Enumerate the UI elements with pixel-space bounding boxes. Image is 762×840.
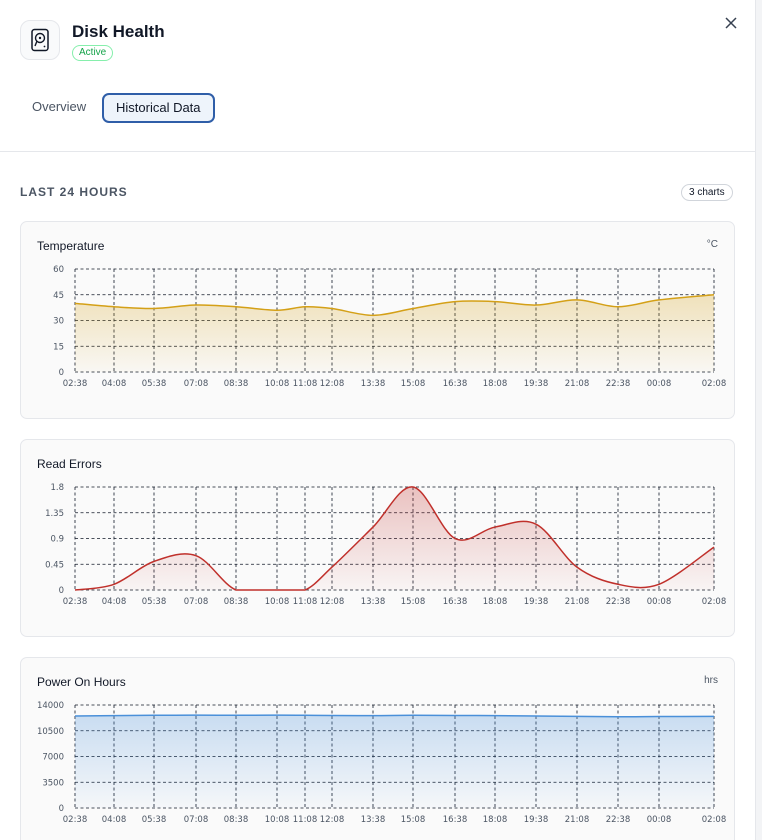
tab-historical-data[interactable]: Historical Data: [102, 93, 215, 123]
x-tick-label: 02:38: [63, 379, 88, 389]
x-tick-label: 04:08: [102, 597, 127, 607]
x-tick-label: 05:38: [142, 815, 167, 825]
y-tick-label: 1.8: [50, 483, 64, 493]
y-tick-label: 1.35: [45, 509, 64, 519]
x-tick-label: 02:38: [63, 815, 88, 825]
x-tick-label: 00:08: [647, 597, 672, 607]
series-area: [75, 486, 714, 590]
x-tick-label: 18:08: [483, 597, 508, 607]
x-tick-label: 10:08: [265, 379, 290, 389]
y-tick-label: 0: [59, 368, 64, 378]
x-tick-label: 00:08: [647, 379, 672, 389]
scrollbar[interactable]: [756, 0, 762, 840]
x-tick-label: 12:08: [320, 815, 345, 825]
series-area: [75, 294, 714, 372]
x-tick-label: 08:38: [224, 379, 249, 389]
y-tick-label: 30: [53, 317, 64, 327]
y-tick-label: 0.45: [45, 560, 64, 570]
x-tick-label: 19:38: [524, 379, 549, 389]
x-tick-label: 22:38: [606, 597, 631, 607]
y-tick-label: 0: [59, 586, 64, 596]
x-tick-label: 08:38: [224, 815, 249, 825]
tab-overview[interactable]: Overview: [32, 99, 87, 114]
x-tick-label: 11:08: [293, 379, 318, 389]
x-tick-label: 21:08: [565, 597, 590, 607]
hard-drive-icon: [20, 20, 60, 60]
x-tick-label: 08:38: [224, 597, 249, 607]
x-tick-label: 15:08: [401, 815, 426, 825]
x-tick-label: 19:38: [524, 815, 549, 825]
power-on-hours-chart-card: Power On Hours hrs 0 3500 7000 10500 14000 02…: [20, 657, 735, 840]
x-tick-label: 02:08: [702, 597, 727, 607]
x-tick-label: 18:08: [483, 379, 508, 389]
series-area: [75, 715, 714, 808]
x-tick-label: 04:08: [102, 815, 127, 825]
close-icon[interactable]: [722, 14, 740, 32]
x-tick-label: 04:08: [102, 379, 127, 389]
y-tick-label: 10500: [37, 727, 64, 737]
y-tick-label: 0: [59, 804, 64, 814]
read-errors-chart: 0 0.45 0.9 1.35 1.8 02:38 04:08 05:38 07:08 08:38…: [45, 483, 727, 607]
x-tick-label: 15:08: [401, 379, 426, 389]
y-tick-label: 15: [53, 342, 64, 352]
x-tick-label: 00:08: [647, 815, 672, 825]
x-tick-label: 22:38: [606, 379, 631, 389]
x-tick-label: 22:38: [606, 815, 631, 825]
x-tick-label: 05:38: [142, 597, 167, 607]
x-tick-label: 12:08: [320, 597, 345, 607]
x-tick-label: 02:08: [702, 815, 727, 825]
x-tick-label: 10:08: [265, 597, 290, 607]
x-tick-label: 11:08: [293, 597, 318, 607]
x-tick-label: 21:08: [565, 379, 590, 389]
x-tick-label: 02:08: [702, 379, 727, 389]
y-tick-label: 0.9: [50, 535, 64, 545]
x-tick-label: 16:38: [443, 815, 468, 825]
x-tick-label: 07:08: [184, 379, 209, 389]
status-badge: Active: [72, 45, 114, 61]
x-tick-label: 13:38: [361, 815, 386, 825]
panel-title: Disk Health: [72, 22, 165, 41]
chart-unit: hrs: [704, 675, 718, 686]
x-tick-label: 02:38: [63, 597, 88, 607]
x-tick-label: 07:08: [184, 597, 209, 607]
temperature-chart-card: Temperature °C 0 15 30 45 60 02:38 04:08 05:38 0…: [20, 221, 735, 419]
chart-title: Read Errors: [37, 457, 102, 471]
chart-count-badge: 3 charts: [681, 184, 733, 201]
x-tick-label: 16:38: [443, 597, 468, 607]
y-tick-label: 7000: [42, 753, 64, 763]
x-tick-label: 11:08: [293, 815, 318, 825]
y-tick-label: 3500: [42, 778, 64, 788]
x-tick-label: 12:08: [320, 379, 345, 389]
y-tick-label: 45: [53, 291, 64, 301]
x-tick-label: 19:38: [524, 597, 549, 607]
x-tick-label: 13:38: [361, 597, 386, 607]
x-tick-label: 15:08: [401, 597, 426, 607]
panel-header: Disk Health Active Overview Historical D…: [0, 0, 756, 152]
series-line: [74, 486, 715, 591]
x-tick-label: 16:38: [443, 379, 468, 389]
x-tick-label: 21:08: [565, 815, 590, 825]
power-on-hours-chart: 0 3500 7000 10500 14000 02:38 04:08 05:38 07:08 0…: [37, 701, 727, 825]
chart-title: Power On Hours: [37, 675, 126, 689]
y-tick-label: 14000: [37, 701, 64, 711]
read-errors-chart-card: Read Errors 0 0.45 0.9 1.35 1.8 02:38 04:08 05:…: [20, 439, 735, 637]
x-tick-label: 18:08: [483, 815, 508, 825]
x-tick-label: 13:38: [361, 379, 386, 389]
x-tick-label: 07:08: [184, 815, 209, 825]
section-label: LAST 24 HOURS: [20, 185, 128, 199]
y-tick-label: 60: [53, 265, 64, 275]
x-tick-label: 05:38: [142, 379, 167, 389]
chart-unit: °C: [706, 239, 718, 250]
chart-title: Temperature: [37, 239, 105, 253]
x-tick-label: 10:08: [265, 815, 290, 825]
